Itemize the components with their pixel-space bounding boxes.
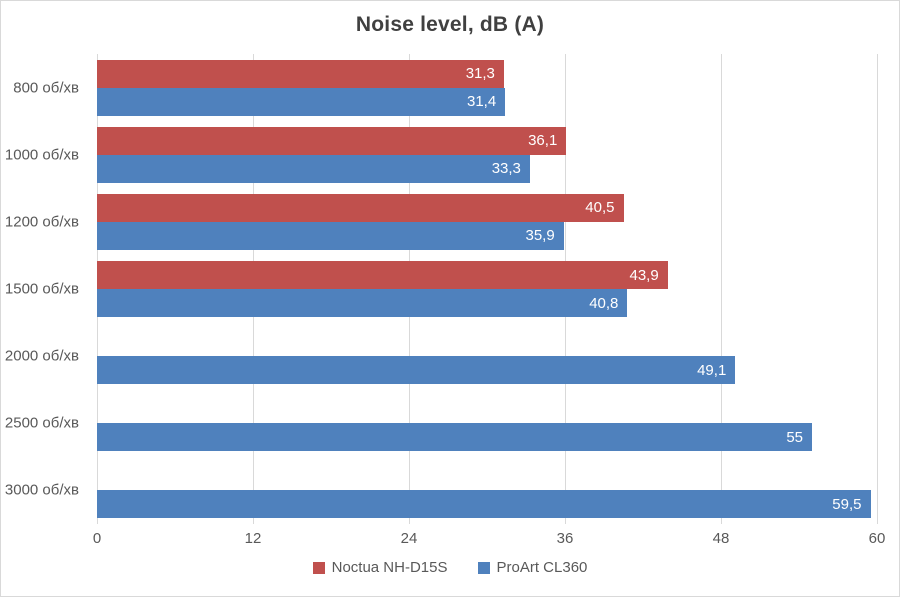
chart-title: Noise level, dB (A) — [355, 13, 545, 36]
bar-value-label: 31,3 — [465, 65, 495, 83]
x-axis-tick-label: 12 — [244, 530, 262, 547]
bar-proart-cl360: 35,9 — [97, 221, 564, 250]
bar-proart-cl360: 49,1 — [97, 356, 736, 385]
x-axis-tick-label: 0 — [92, 530, 102, 547]
y-axis-category-label: 1000 об/хв — [4, 146, 79, 164]
bar-value-label: 35,9 — [525, 227, 555, 245]
bar-noctua-nh-d15s: 43,9 — [97, 261, 668, 289]
bar-value-label: 59,5 — [832, 495, 862, 513]
y-axis-category-label: 2000 об/хв — [4, 347, 79, 365]
bar-value-label: 43,9 — [629, 266, 659, 284]
bar-value-label: 55 — [786, 428, 803, 446]
y-axis-category-label: 3000 об/хв — [4, 481, 79, 499]
bar-proart-cl360: 59,5 — [97, 490, 871, 519]
bar-proart-cl360: 40,8 — [97, 289, 628, 317]
bar-value-label: 31,4 — [466, 93, 497, 111]
legend-label: Noctua NH-D15S — [331, 559, 448, 576]
y-axis-category-label: 1200 об/хв — [4, 213, 79, 231]
x-axis-tick-label: 24 — [400, 530, 418, 547]
y-axis-category-label: 800 об/хв — [13, 79, 79, 97]
x-axis-tick-label: 36 — [556, 530, 574, 547]
bar-value-label: 40,5 — [585, 199, 615, 217]
bar-value-label: 36,1 — [528, 132, 558, 150]
gridline — [877, 54, 878, 524]
bar-proart-cl360: 31,4 — [97, 87, 506, 116]
bar-value-label: 40,8 — [589, 294, 619, 312]
bar-value-label: 49,1 — [697, 361, 727, 379]
bar-noctua-nh-d15s: 31,3 — [97, 59, 504, 88]
legend-swatch-icon — [477, 561, 490, 574]
plot-area: 31,3 31,4 36,1 33,3 40,5 35,9 43,9 40,8 49,1 55 59… — [97, 54, 878, 524]
gridline — [721, 54, 722, 524]
legend-label: ProArt CL360 — [496, 559, 588, 576]
legend-item-noctua-nh-d15s: Noctua NH-D15S — [312, 559, 448, 576]
bar-proart-cl360: 33,3 — [97, 154, 530, 183]
bar-value-label: 33,3 — [491, 160, 521, 178]
x-axis-tick-label: 48 — [712, 530, 730, 547]
y-axis-category-label: 1500 об/хв — [4, 280, 79, 298]
bar-proart-cl360: 55 — [97, 423, 812, 452]
legend-item-proart-cl360: ProArt CL360 — [477, 559, 588, 576]
bar-noctua-nh-d15s: 36,1 — [97, 126, 567, 155]
bar-noctua-nh-d15s: 40,5 — [97, 193, 624, 222]
legend-swatch-icon — [312, 561, 325, 574]
x-axis-tick-label: 60 — [868, 530, 886, 547]
y-axis-category-label: 2500 об/хв — [4, 414, 79, 432]
chart-legend: Noctua NH-D15S ProArt CL360 — [1, 559, 899, 576]
